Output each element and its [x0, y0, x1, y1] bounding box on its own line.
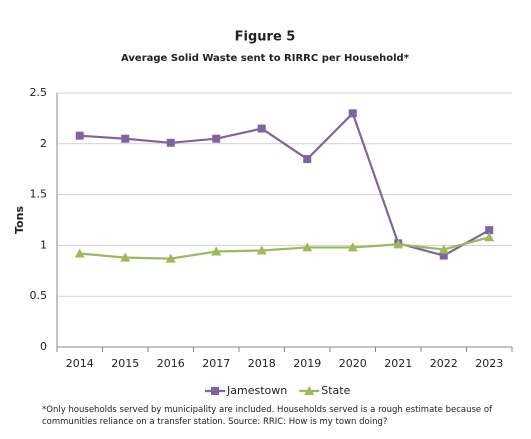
line [79, 111, 490, 257]
y-tick-label: 1.5 [30, 188, 48, 201]
point [120, 252, 131, 262]
point [348, 109, 357, 118]
x-tick-label: 2018 [248, 357, 276, 370]
x-tick-label: 2020 [339, 357, 367, 370]
legend-label: Jamestown [226, 384, 287, 397]
point [212, 134, 221, 143]
x-tick-label: 2022 [430, 357, 458, 370]
point [211, 246, 222, 256]
point [485, 226, 494, 235]
point [257, 124, 266, 133]
x-tick-label: 2019 [293, 357, 321, 370]
point [393, 239, 404, 249]
y-tick-label: 2.5 [30, 86, 48, 99]
x-tick-label: 2016 [157, 357, 185, 370]
x-tick-label: 2021 [384, 357, 412, 370]
point [302, 242, 313, 252]
point [121, 134, 130, 143]
x-tick-label: 2014 [66, 357, 94, 370]
point [347, 242, 358, 252]
legend-label: State [321, 384, 350, 397]
x-tick-label: 2015 [111, 357, 139, 370]
point [303, 155, 312, 164]
chart-title: Figure 5 [235, 30, 296, 45]
y-tick-label: 1 [40, 238, 47, 251]
y-tick-label: 2 [40, 137, 47, 150]
point [439, 251, 448, 260]
point [438, 244, 449, 254]
y-tick-label: 0 [40, 340, 47, 353]
x-tick-label: 2023 [475, 357, 503, 370]
point [256, 245, 267, 255]
legend-marker [304, 386, 315, 395]
point [166, 138, 175, 147]
point [75, 131, 84, 140]
line [79, 236, 490, 260]
x-tick-label: 2017 [202, 357, 230, 370]
y-tick-label: 0.5 [30, 289, 48, 302]
point [484, 232, 495, 242]
legend-marker [211, 387, 219, 395]
footnote: *Only households served by municipality … [42, 405, 493, 427]
point [165, 253, 176, 263]
y-axis-label: Tons [13, 206, 26, 234]
chart-subtitle: Average Solid Waste sent to RIRRC per Ho… [121, 53, 410, 64]
point [74, 248, 85, 258]
